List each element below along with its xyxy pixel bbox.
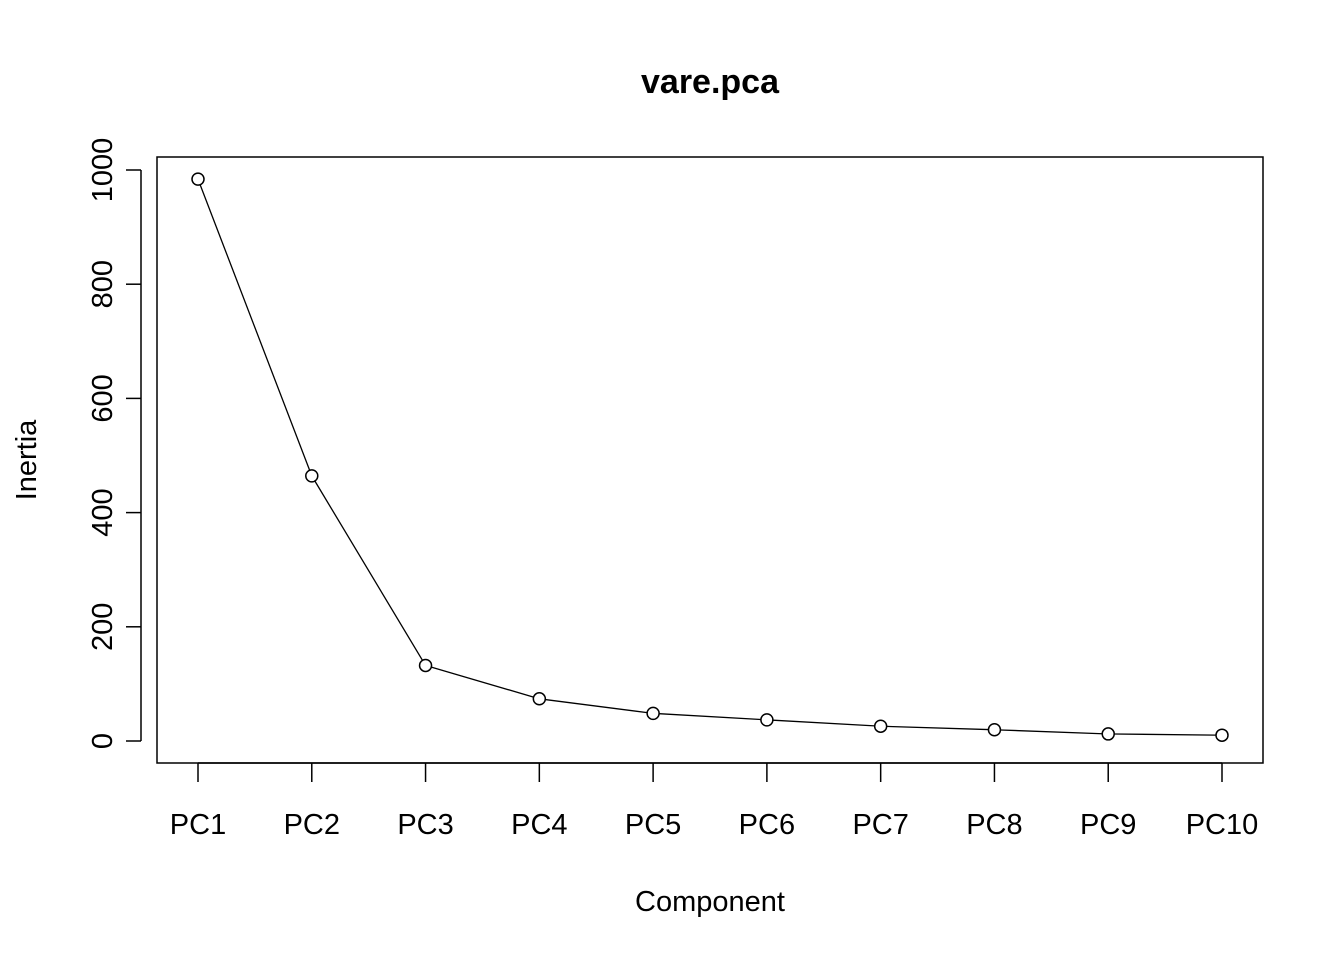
x-axis-title: Component (635, 886, 785, 918)
series-line-segment (314, 480, 424, 661)
series-line-segment (1000, 729, 1103, 735)
data-point (873, 719, 888, 733)
data-point (1101, 727, 1115, 741)
y-tick-label: 0 (87, 733, 119, 749)
data-point (191, 172, 205, 186)
x-tick-label: PC10 (1186, 809, 1259, 841)
x-tick-label: PC4 (511, 809, 567, 841)
data-point (418, 658, 433, 673)
plot-box (156, 156, 1264, 764)
y-tick-label: 600 (87, 374, 119, 422)
data-point (987, 723, 1002, 737)
series-line-segment (659, 713, 761, 721)
series-line-segment (886, 725, 989, 731)
data-point (760, 713, 774, 727)
x-tick-label: PC7 (852, 809, 908, 841)
series-line-segment (199, 184, 311, 471)
y-tick-label: 1000 (87, 138, 119, 203)
x-tick-label: PC8 (966, 809, 1022, 841)
chart-title: vare.pca (641, 63, 780, 101)
series-line-segment (431, 666, 534, 698)
x-tick-label: PC6 (739, 809, 795, 841)
data-point (1215, 728, 1229, 742)
y-axis-title: Inertia (11, 419, 43, 500)
x-tick-label: PC3 (397, 809, 453, 841)
series-line-segment (545, 698, 648, 714)
series-line-segment (1114, 733, 1217, 736)
series-line-segment (772, 719, 875, 727)
y-tick-label: 200 (87, 603, 119, 651)
data-point (646, 706, 660, 721)
y-tick-label: 400 (87, 488, 119, 536)
y-tick-label: 800 (87, 260, 119, 308)
x-tick-label: PC5 (625, 809, 681, 841)
data-point (532, 692, 547, 706)
x-tick-label: PC9 (1080, 809, 1136, 841)
x-tick-label: PC2 (284, 809, 340, 841)
data-point (305, 469, 319, 483)
x-tick-label: PC1 (170, 809, 226, 841)
